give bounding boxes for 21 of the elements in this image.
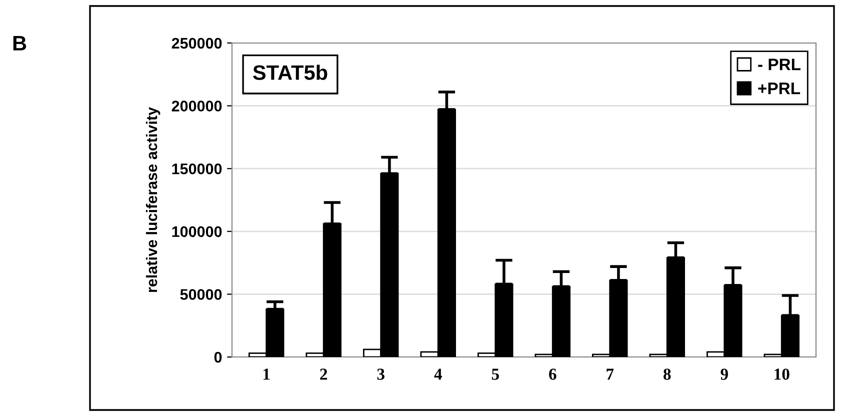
y-tick-label: 50000 xyxy=(180,289,222,300)
x-tick-label: 3 xyxy=(377,368,384,380)
x-tick-label: 6 xyxy=(549,368,556,380)
legend-label: - PRL xyxy=(758,58,800,70)
text: B xyxy=(13,36,26,50)
y-tick-label: 0 xyxy=(214,352,222,363)
legend-label: +PRL xyxy=(758,82,800,94)
x-tick-label: 1 xyxy=(264,368,270,380)
x-tick-label: 9 xyxy=(720,368,728,380)
y-tick-label: 100000 xyxy=(172,226,222,238)
x-tick-label: 5 xyxy=(492,368,499,380)
y-tick-label: 200000 xyxy=(172,100,222,112)
x-tick-label: 10 xyxy=(774,368,790,380)
x-tick-label: 7 xyxy=(606,368,614,380)
y-tick-label: 150000 xyxy=(172,163,222,174)
y-tick-label: 250000 xyxy=(172,38,222,49)
x-tick-label: 2 xyxy=(320,368,328,380)
x-tick-label: 4 xyxy=(434,368,442,380)
x-tick-label: 8 xyxy=(664,368,671,380)
text: STAT5b xyxy=(253,64,328,80)
y-axis-title: relative luciferase activity xyxy=(146,107,160,292)
